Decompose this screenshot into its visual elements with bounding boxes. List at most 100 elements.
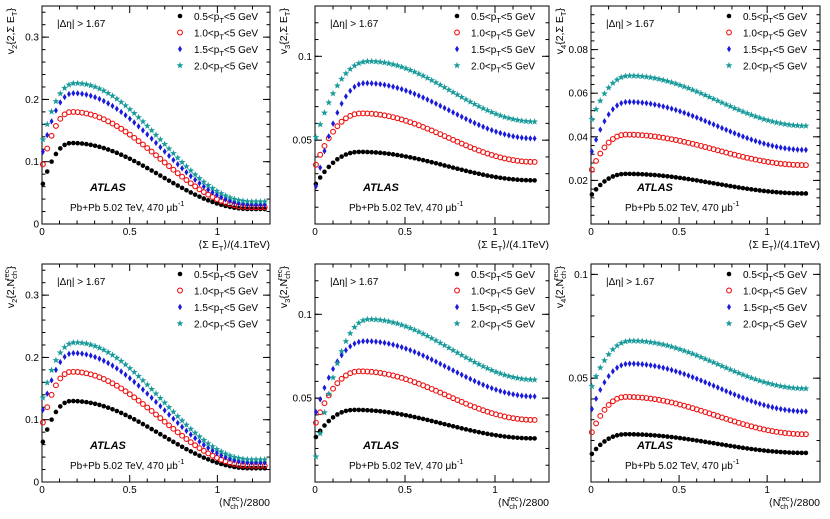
data-point-marker — [643, 132, 650, 139]
data-point-marker — [764, 379, 772, 387]
data-point-marker — [179, 185, 185, 191]
data-point-marker — [636, 99, 641, 106]
legend-entry: 0.5<pT<5 GeV — [471, 12, 535, 25]
data-point-marker — [724, 126, 729, 133]
data-point-marker — [261, 455, 269, 463]
data-point-marker — [454, 271, 460, 277]
data-point-marker — [352, 407, 357, 413]
data-point-marker — [393, 62, 401, 69]
data-point-marker — [335, 412, 340, 417]
data-point-marker — [749, 446, 754, 452]
data-point-marker — [799, 408, 804, 415]
data-point-marker — [177, 13, 183, 19]
data-point-marker — [631, 360, 636, 367]
data-point-marker — [57, 375, 64, 382]
data-point-marker — [175, 419, 180, 427]
data-point-marker — [425, 354, 430, 361]
data-point-marker — [757, 400, 762, 407]
data-point-marker — [40, 181, 46, 187]
data-point-marker — [44, 145, 51, 152]
data-point-marker — [485, 173, 490, 178]
data-point-marker — [795, 407, 800, 415]
axis-label: ⟨Nchrec⟩/2800 — [498, 494, 550, 511]
data-point-marker — [639, 432, 645, 437]
data-point-marker — [701, 355, 709, 362]
data-point-marker — [445, 86, 453, 93]
data-point-marker — [719, 386, 724, 393]
data-point-marker — [596, 97, 604, 104]
data-point-marker — [373, 80, 378, 87]
data-point-marker — [656, 433, 662, 439]
data-point-marker — [113, 354, 121, 361]
axis-label: ⟨Σ ET⟩/(4.1TeV) — [477, 239, 549, 253]
data-point-marker — [403, 412, 409, 418]
data-point-marker — [505, 114, 513, 122]
legend-entry: 1.0<pT<5 GeV — [194, 287, 258, 300]
data-point-marker — [376, 316, 384, 323]
x-tick-label: 0.5 — [123, 227, 137, 238]
data-point-marker — [117, 357, 125, 365]
data-point-marker — [114, 365, 119, 372]
chart-panel-v2-nch: 0 0.5 1 0 0.1 0.2 0.3 ⟨Nchrec⟩/2800 v2{2,Nchrec}… — [2, 263, 271, 511]
series-3 — [313, 79, 537, 190]
data-point-marker — [170, 425, 177, 432]
data-point-marker — [48, 366, 55, 374]
data-point-marker — [200, 178, 208, 185]
data-point-marker — [82, 340, 90, 347]
data-point-marker — [312, 453, 320, 460]
data-point-marker — [123, 154, 128, 159]
data-point-marker — [609, 345, 617, 353]
data-point-marker — [651, 339, 659, 346]
data-point-marker — [210, 189, 215, 196]
data-point-marker — [689, 350, 697, 357]
data-point-marker — [347, 407, 353, 413]
data-point-marker — [442, 362, 447, 370]
data-point-marker — [110, 148, 115, 154]
x-tick-label: 0 — [312, 485, 318, 496]
data-point-marker — [774, 143, 779, 150]
data-point-marker — [511, 133, 516, 140]
data-point-marker — [606, 436, 611, 442]
data-point-marker — [97, 402, 102, 408]
data-point-marker — [657, 363, 662, 371]
data-point-marker — [201, 183, 206, 190]
data-point-marker — [593, 157, 600, 164]
data-point-marker — [126, 391, 133, 398]
data-point-marker — [330, 128, 337, 135]
data-point-marker — [40, 439, 46, 445]
data-point-marker — [450, 423, 456, 429]
data-point-marker — [395, 411, 400, 416]
data-point-marker — [735, 106, 743, 113]
data-point-marker — [377, 408, 383, 414]
data-point-marker — [348, 343, 353, 350]
data-point-marker — [453, 61, 461, 69]
data-point-marker — [488, 366, 496, 374]
data-point-marker — [693, 88, 701, 95]
data-point-marker — [44, 169, 50, 174]
data-point-marker — [248, 455, 256, 463]
data-point-marker — [79, 399, 85, 404]
data-point-marker — [764, 116, 772, 124]
data-point-marker — [71, 398, 76, 404]
data-point-marker — [326, 374, 331, 381]
data-point-marker — [680, 83, 688, 90]
data-point-marker — [355, 319, 363, 326]
data-point-marker — [749, 187, 754, 192]
data-point-marker — [153, 139, 158, 147]
data-point-marker — [197, 438, 202, 445]
data-point-marker — [476, 429, 482, 435]
data-point-marker — [399, 412, 404, 417]
data-point-marker — [489, 432, 495, 437]
data-point-marker — [502, 434, 507, 439]
data-point-marker — [321, 142, 328, 149]
data-point-marker — [205, 457, 211, 462]
data-point-marker — [531, 159, 538, 165]
data-point-marker — [740, 133, 745, 140]
data-point-marker — [69, 339, 77, 346]
data-point-marker — [188, 190, 194, 195]
data-point-marker — [156, 135, 164, 143]
data-point-marker — [799, 450, 805, 456]
data-point-marker — [334, 380, 341, 387]
x-tick-label: 1 — [215, 485, 221, 496]
